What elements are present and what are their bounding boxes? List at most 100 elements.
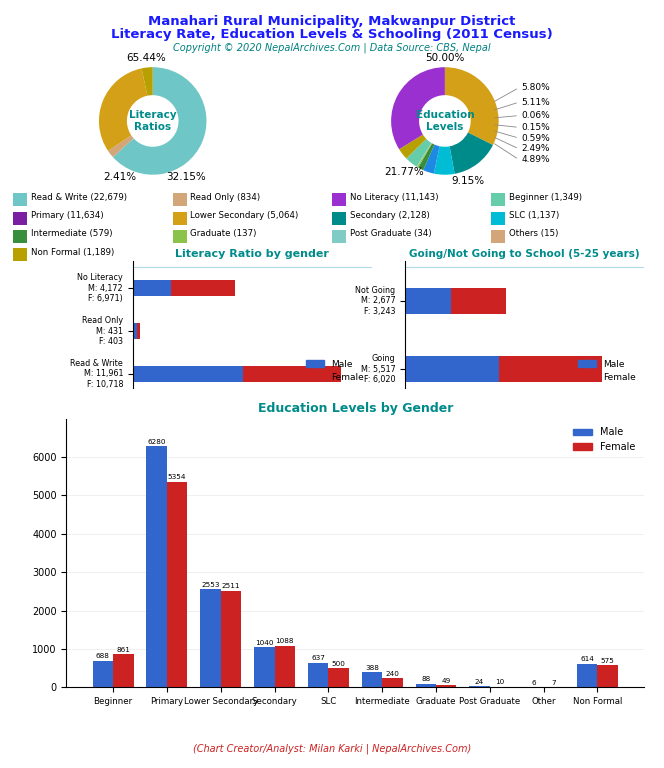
Text: 24: 24	[475, 679, 484, 685]
Bar	[598, 665, 618, 687]
Bar	[133, 280, 171, 296]
FancyBboxPatch shape	[332, 194, 346, 207]
Text: Literacy
Ratios: Literacy Ratios	[129, 110, 177, 132]
Text: 1040: 1040	[255, 640, 274, 646]
Text: 6: 6	[531, 680, 536, 686]
Title: Education Levels by Gender: Education Levels by Gender	[258, 402, 453, 415]
FancyBboxPatch shape	[13, 211, 27, 224]
Wedge shape	[113, 68, 207, 174]
Legend: Male, Female: Male, Female	[574, 356, 639, 386]
Text: 614: 614	[580, 656, 594, 662]
Bar	[171, 280, 235, 296]
Text: 1088: 1088	[276, 638, 294, 644]
Bar	[147, 446, 167, 687]
Text: 0.59%: 0.59%	[521, 134, 550, 143]
Text: Secondary (2,128): Secondary (2,128)	[350, 211, 430, 220]
Wedge shape	[99, 68, 147, 151]
FancyBboxPatch shape	[13, 230, 27, 243]
Text: 861: 861	[116, 647, 130, 653]
Wedge shape	[391, 67, 445, 149]
Bar	[436, 686, 456, 687]
Text: 49: 49	[442, 678, 451, 684]
Text: 5.11%: 5.11%	[521, 98, 550, 107]
Wedge shape	[406, 139, 432, 167]
Bar	[577, 664, 598, 687]
Text: Education
Levels: Education Levels	[416, 110, 474, 132]
Bar	[362, 673, 382, 687]
FancyBboxPatch shape	[173, 194, 187, 207]
Bar	[405, 356, 499, 382]
Wedge shape	[399, 134, 426, 158]
Wedge shape	[445, 68, 499, 145]
Wedge shape	[416, 143, 432, 167]
Text: 9.15%: 9.15%	[451, 176, 484, 186]
Bar	[308, 663, 328, 687]
Text: Intermediate (579): Intermediate (579)	[31, 230, 113, 238]
Text: Post Graduate (34): Post Graduate (34)	[350, 230, 432, 238]
Text: Non Formal (1,189): Non Formal (1,189)	[31, 247, 114, 257]
Text: Beginner (1,349): Beginner (1,349)	[509, 193, 582, 202]
Text: 575: 575	[601, 657, 615, 664]
Text: 65.44%: 65.44%	[126, 52, 166, 62]
Text: 0.15%: 0.15%	[521, 123, 550, 132]
Text: 88: 88	[421, 677, 430, 683]
Text: 240: 240	[385, 670, 399, 677]
FancyBboxPatch shape	[491, 194, 505, 207]
Wedge shape	[417, 143, 432, 167]
Text: 637: 637	[311, 655, 325, 661]
Text: (Chart Creator/Analyst: Milan Karki | NepalArchives.Com): (Chart Creator/Analyst: Milan Karki | Ne…	[193, 743, 471, 754]
Bar	[382, 678, 402, 687]
Text: Others (15): Others (15)	[509, 230, 558, 238]
Bar	[274, 646, 295, 687]
Legend: Male, Female: Male, Female	[302, 356, 367, 386]
FancyBboxPatch shape	[173, 211, 187, 224]
Wedge shape	[423, 144, 440, 174]
FancyBboxPatch shape	[491, 211, 505, 224]
Text: 2.49%: 2.49%	[521, 144, 550, 154]
Bar	[328, 668, 349, 687]
Wedge shape	[434, 146, 455, 175]
Bar	[254, 647, 274, 687]
Text: 2511: 2511	[222, 584, 240, 589]
Text: Read Only (834): Read Only (834)	[191, 193, 260, 202]
Wedge shape	[450, 133, 493, 174]
Wedge shape	[141, 67, 153, 96]
Bar	[220, 591, 241, 687]
Wedge shape	[108, 135, 133, 157]
Bar	[93, 661, 113, 687]
Text: 688: 688	[96, 654, 110, 660]
Text: 50.00%: 50.00%	[425, 52, 465, 62]
FancyBboxPatch shape	[13, 248, 27, 261]
Text: 21.77%: 21.77%	[384, 167, 424, 177]
Text: Manahari Rural Municipality, Makwanpur District: Manahari Rural Municipality, Makwanpur D…	[148, 15, 516, 28]
Bar	[113, 654, 133, 687]
Wedge shape	[417, 143, 432, 167]
Bar	[201, 589, 220, 687]
FancyBboxPatch shape	[173, 230, 187, 243]
Text: SLC (1,137): SLC (1,137)	[509, 211, 560, 220]
Bar	[167, 482, 187, 687]
Text: 4.89%: 4.89%	[521, 155, 550, 164]
Bar	[416, 684, 436, 687]
Text: 5.80%: 5.80%	[521, 83, 550, 92]
Bar	[133, 366, 243, 382]
Text: No Literacy (11,143): No Literacy (11,143)	[350, 193, 438, 202]
Legend: Male, Female: Male, Female	[569, 423, 639, 456]
Text: 2553: 2553	[201, 582, 220, 588]
Bar	[499, 356, 602, 382]
Text: 10: 10	[495, 680, 505, 685]
Bar	[137, 323, 141, 339]
Text: 388: 388	[365, 665, 379, 671]
Title: Literacy Ratio by gender: Literacy Ratio by gender	[175, 249, 329, 259]
Text: Literacy Rate, Education Levels & Schooling (2011 Census): Literacy Rate, Education Levels & School…	[111, 28, 553, 41]
Text: 2.41%: 2.41%	[103, 172, 136, 183]
Title: Going/Not Going to School (5-25 years): Going/Not Going to School (5-25 years)	[409, 249, 640, 259]
Text: 32.15%: 32.15%	[166, 172, 206, 183]
Bar	[243, 366, 341, 382]
Text: Read & Write (22,679): Read & Write (22,679)	[31, 193, 127, 202]
Text: 5354: 5354	[168, 474, 187, 480]
Bar	[405, 288, 451, 314]
FancyBboxPatch shape	[332, 230, 346, 243]
Wedge shape	[418, 144, 434, 170]
FancyBboxPatch shape	[13, 194, 27, 207]
